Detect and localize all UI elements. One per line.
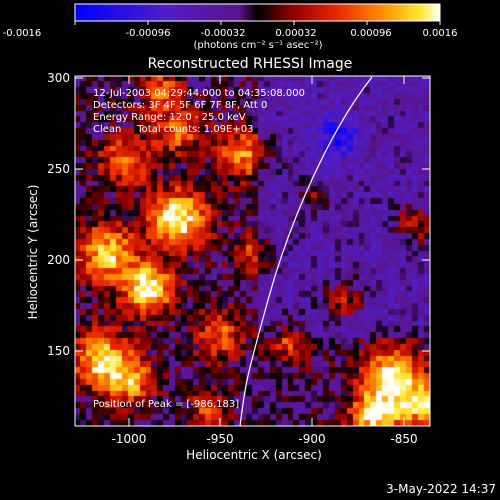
colorbar-unit-label: (photons cm⁻² s⁻¹ asec⁻²) xyxy=(193,40,322,51)
colorbar-tick-label: -0.0016 xyxy=(3,28,42,39)
plot-title: Reconstructed RHESSI Image xyxy=(148,56,353,72)
colorbar-tick-labels: -0.0016 -0.00096 -0.00032 0.00032 0.0009… xyxy=(3,28,458,39)
colorbar-tick-label: 0.00096 xyxy=(350,28,391,39)
y-tick-label: 250 xyxy=(47,162,70,176)
y-axis-label: Heliocentric Y (arcsec) xyxy=(26,185,40,320)
y-axis-ticks xyxy=(75,77,430,352)
colorbar-tick-marks xyxy=(74,21,441,25)
x-axis-ticks xyxy=(128,76,405,426)
solar-limb-line xyxy=(239,76,373,427)
x-tick-label: -1000 xyxy=(112,432,147,446)
info-time-range: 12-Jul-2003 04:29:44.000 to 04:35:08.000 xyxy=(93,88,305,99)
colorbar-tick-label: -0.00096 xyxy=(126,28,171,39)
footer-timestamp: 3-May-2022 14:37 xyxy=(386,482,496,496)
x-tick-label: -900 xyxy=(298,432,325,446)
observation-info: 12-Jul-2003 04:29:44.000 to 04:35:08.000… xyxy=(93,88,305,135)
x-axis-tick-labels: -1000 -950 -900 -850 xyxy=(112,432,418,446)
x-axis-label: Heliocentric X (arcsec) xyxy=(186,448,322,462)
plot-frame xyxy=(74,75,431,427)
info-energy-range: Energy Range: 12.0 - 25.0 keV xyxy=(93,112,246,123)
colorbar-tick-label: -0.00032 xyxy=(201,28,246,39)
y-tick-label: 300 xyxy=(47,71,70,85)
x-tick-label: -850 xyxy=(390,432,417,446)
colorbar-tick-label: 0.00032 xyxy=(275,28,316,39)
colorbar-tick-label: 0.0016 xyxy=(423,28,458,39)
peak-position-label: Position of Peak = [-986,183] xyxy=(93,399,239,410)
info-clean-counts: Clean Total counts: 1.09E+03 xyxy=(93,124,253,135)
colorbar-frame xyxy=(74,3,441,22)
colorbar-gradient xyxy=(75,4,440,21)
y-tick-label: 200 xyxy=(47,253,70,267)
info-detectors: Detectors: 3F 4F 5F 6F 7F 8F, Att 0 xyxy=(93,100,267,111)
y-tick-label: 150 xyxy=(47,344,70,358)
reconstructed-image-map xyxy=(75,76,430,426)
x-tick-label: -950 xyxy=(206,432,233,446)
y-axis-tick-labels: 300 250 200 150 xyxy=(47,71,70,358)
